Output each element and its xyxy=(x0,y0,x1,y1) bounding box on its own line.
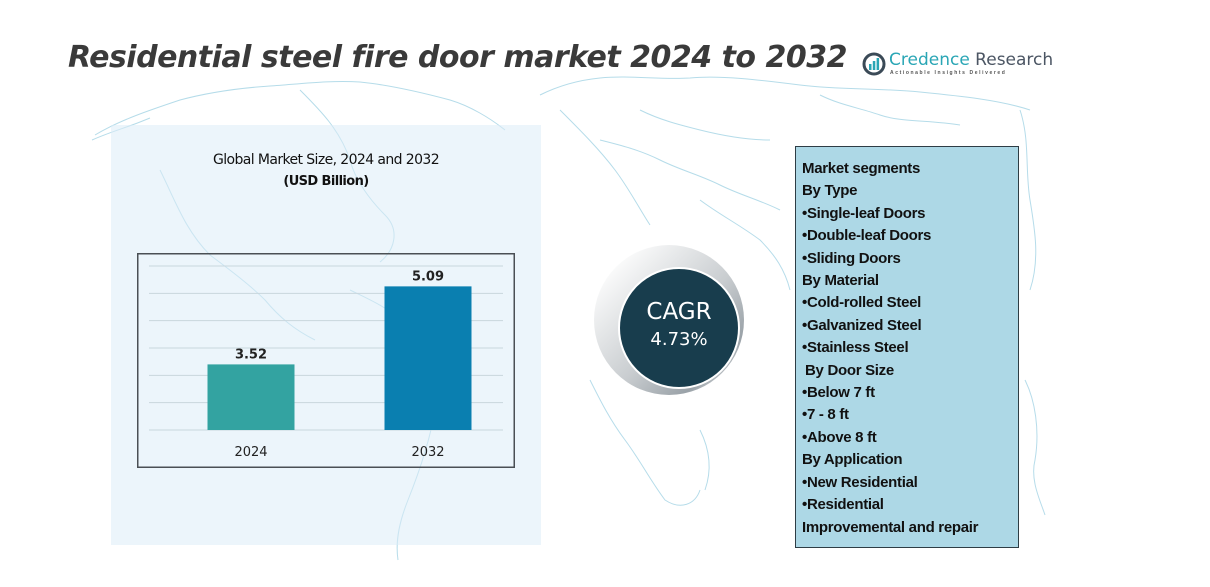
segment-item: •7 - 8 ft xyxy=(802,406,849,424)
page-title: Residential steel fire door market 2024 … xyxy=(68,40,848,75)
segment-item: •Above 8 ft xyxy=(802,428,877,446)
market-segments-box: Market segments By Type •Single-leaf Doors… xyxy=(795,146,1019,548)
segment-item: •Below 7 ft xyxy=(802,384,875,402)
segment-item: •New Residential xyxy=(802,473,918,491)
segment-item: •Stainless Steel xyxy=(802,339,909,357)
data-label: 3.52 xyxy=(235,347,267,362)
bar-chart: 3.52 2024 5.09 2032 xyxy=(137,253,515,468)
chart-subtitle: (USD Billion) xyxy=(283,174,369,189)
segment-heading: By Door Size xyxy=(805,361,894,379)
segment-item: •Residential xyxy=(802,496,884,514)
plot-frame xyxy=(137,253,515,468)
segment-item: •Sliding Doors xyxy=(802,249,901,267)
bar-2032 xyxy=(384,286,472,430)
x-tick-label: 2032 xyxy=(411,445,444,460)
cagr-value: 4.73% xyxy=(650,329,708,350)
segment-item: •Single-leaf Doors xyxy=(802,204,926,222)
bar-chart-circle-icon xyxy=(862,52,886,76)
chart-title: Global Market Size, 2024 and 2032 xyxy=(212,152,440,168)
logo-tagline: Actionable Insights Delivered xyxy=(890,70,1007,76)
cagr-label: CAGR xyxy=(646,299,712,325)
segment-heading: By Application xyxy=(802,451,903,469)
logo-name-part2: Research xyxy=(969,50,1054,70)
x-tick-label: 2024 xyxy=(234,445,267,460)
logo-name-part1: Credence xyxy=(889,50,970,70)
bar-2024 xyxy=(207,364,295,430)
segment-item: Improvemental and repair xyxy=(802,518,979,536)
segment-heading: By Material xyxy=(802,272,879,290)
segment-item: •Double-leaf Doors xyxy=(802,227,932,245)
cagr-badge: CAGR 4.73% xyxy=(594,245,744,395)
segment-item: •Cold-rolled Steel xyxy=(802,294,922,312)
credence-research-logo[interactable]: Credence Research Actionable Insights De… xyxy=(862,50,1053,82)
segment-heading: By Type xyxy=(802,182,858,200)
cagr-circle: CAGR 4.73% xyxy=(618,267,740,389)
segment-item: •Galvanized Steel xyxy=(802,316,922,334)
segment-heading: Market segments xyxy=(802,160,921,177)
logo-name: Credence Research xyxy=(889,50,1053,70)
data-label: 5.09 xyxy=(412,269,444,284)
